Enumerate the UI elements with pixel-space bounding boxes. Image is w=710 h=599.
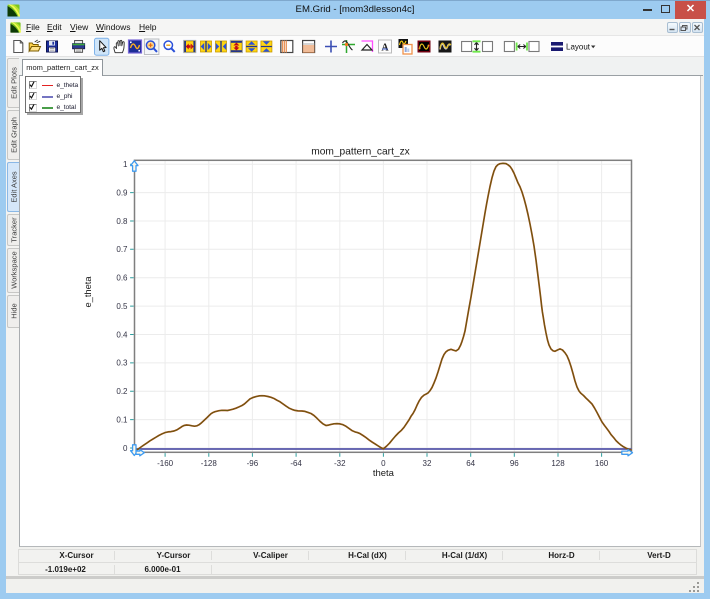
svg-text:128: 128 [551,459,565,468]
svg-text:e_theta: e_theta [83,276,93,308]
svg-text:theta: theta [373,468,395,479]
svg-text:-128: -128 [201,459,218,468]
svg-text:Layout: Layout [566,43,591,52]
svg-text:32: 32 [423,459,432,468]
svg-text:0.9: 0.9 [116,188,128,197]
svg-text:0: 0 [123,444,128,453]
svg-text:0.3: 0.3 [116,359,128,368]
svg-text:64: 64 [466,459,475,468]
svg-text:-64: -64 [290,459,302,468]
svg-text:0: 0 [381,459,386,468]
svg-text:96: 96 [510,459,519,468]
svg-text:-96: -96 [247,459,259,468]
svg-text:0.4: 0.4 [116,330,128,339]
svg-text:-160: -160 [157,459,174,468]
svg-text:0.7: 0.7 [116,245,128,254]
svg-text:mom_pattern_cart_zx: mom_pattern_cart_zx [311,146,410,157]
svg-text:0.1: 0.1 [116,415,128,424]
svg-text:160: 160 [595,459,609,468]
svg-text:A: A [381,43,389,54]
svg-text:1: 1 [123,160,128,169]
svg-text:0.5: 0.5 [116,302,128,311]
svg-text:0.8: 0.8 [116,217,128,226]
svg-text:-32: -32 [334,459,346,468]
svg-text:0.2: 0.2 [116,387,128,396]
svg-text:0.6: 0.6 [116,274,128,283]
